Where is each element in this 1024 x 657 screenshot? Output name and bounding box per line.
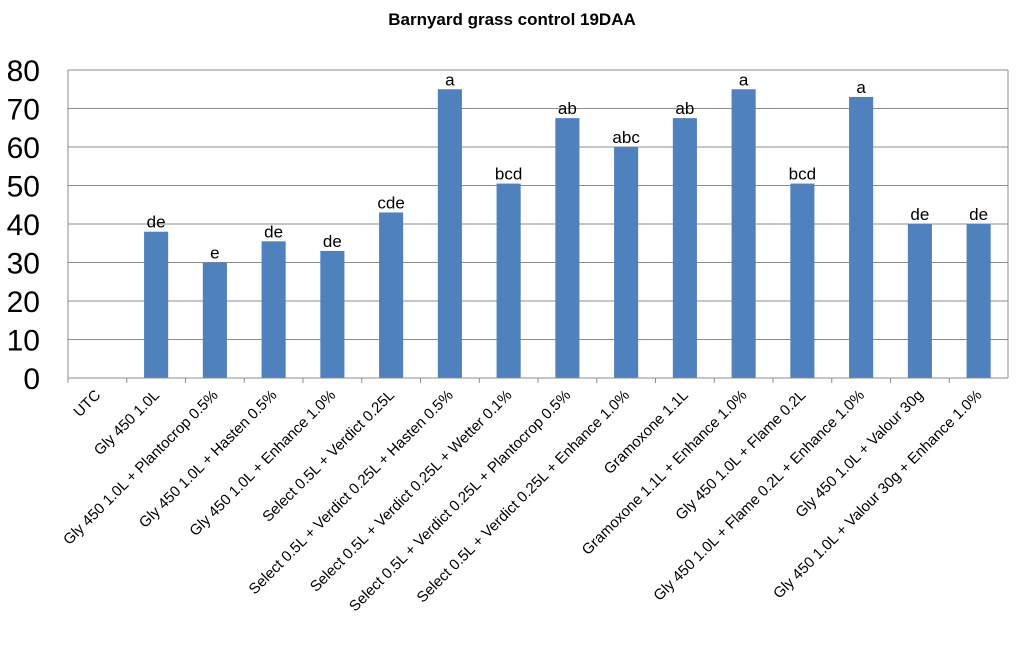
x-tick-label: Select 0.5L + Verdict 0.25L + Wetter 0.1… [307,387,516,596]
data-label: ab [675,99,694,118]
bar [966,224,991,378]
data-label: de [323,232,342,251]
bar [202,262,227,378]
bars [144,89,991,378]
data-label: cde [377,193,404,212]
x-tick-label: Select 0.5L + Verdict 0.25L + Hasten 0.5… [246,387,457,598]
data-label: a [445,70,455,89]
bar [849,96,874,378]
y-tick-label: 70 [7,94,40,127]
x-tick-label: Select 0.5L + Verdict 0.25L + Plantocrop… [346,387,574,615]
bar [907,224,932,378]
y-tick-label: 50 [7,171,40,204]
data-label: bcd [789,165,816,184]
data-label: ab [558,99,577,118]
x-tick-label: UTC [70,387,104,421]
bar [731,89,756,378]
data-label: de [969,205,988,224]
data-label: abc [612,128,640,147]
bar [320,250,345,378]
data-label: de [147,213,166,232]
data-label: bcd [495,165,522,184]
y-tick-label: 10 [7,325,40,358]
data-label: a [739,70,749,89]
y-tick-label: 60 [7,132,40,165]
chart-title: Barnyard grass control 19DAA [388,10,636,29]
bar [790,183,815,378]
bar [672,118,697,378]
bar [261,241,286,378]
bar [555,118,580,378]
y-tick-label: 80 [7,55,40,88]
x-tick-label: Select 0.5L + Verdict 0.25L + Enhance 1.… [414,387,633,606]
bar [379,212,404,378]
x-tick-label: Gly 450 1.0L + Valour 30g + Enhance 1.0% [770,387,985,602]
y-tick-label: 40 [7,209,40,242]
data-label: de [910,205,929,224]
bar [614,147,639,378]
data-label: de [264,222,283,241]
y-tick-label: 20 [7,286,40,319]
axes [67,70,1009,383]
y-tick-label: 30 [7,248,40,281]
data-label: a [856,78,866,97]
bar [144,231,169,378]
data-label: e [210,244,219,263]
bar [496,183,521,378]
x-tick-label: Gly 450 1.0L + Flame 0.2L + Enhance 1.0% [650,387,868,605]
bar [437,89,462,378]
y-tick-label: 0 [23,363,40,396]
